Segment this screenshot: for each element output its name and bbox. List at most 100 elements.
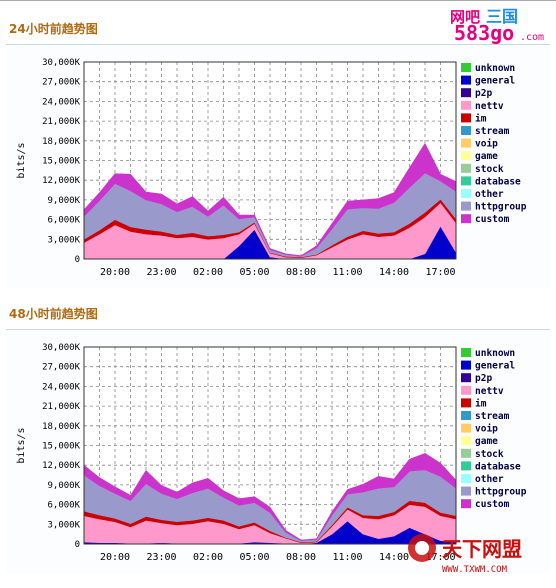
legend-label-custom: custom — [475, 499, 510, 510]
plot-border — [83, 346, 457, 545]
legend-swatch — [461, 423, 471, 433]
y-tick-label: 12,000K — [42, 461, 81, 471]
legend-label-nettv: nettv — [475, 386, 504, 397]
y-tick-label: 24,000K — [42, 97, 81, 107]
footer-logo-emblem-center — [415, 541, 429, 555]
legend-label-game: game — [475, 436, 498, 447]
legend-swatch — [461, 138, 471, 148]
y-tick-label: 3,000K — [47, 520, 80, 530]
legend-label-general: general — [475, 361, 515, 372]
legend-label-stock: stock — [475, 449, 504, 460]
x-tick-label: 23:00 — [146, 552, 176, 563]
chart2-panel: 0 3,000K 6,000K 9,000K 12,000K 15,000K 18,000K… — [6, 329, 550, 573]
x-tick-label: 05:00 — [239, 552, 269, 563]
legend-label-p2p: p2p — [475, 373, 492, 384]
legend-swatch — [461, 474, 471, 483]
y-tick-label: 0 — [75, 255, 80, 265]
legend-swatch — [461, 411, 471, 420]
y-tick-label: 15,000K — [42, 442, 81, 452]
legend-label-unknown: unknown — [475, 63, 515, 74]
chart1-panel: 0 3,000K 6,000K 9,000K 12,000K 15,000K 18,000K… — [6, 44, 550, 288]
y-tick-label: 15,000K — [42, 157, 81, 167]
legend-swatch — [461, 100, 471, 110]
legend-label-im: im — [475, 398, 487, 409]
y-tick-label: 3,000K — [47, 235, 80, 245]
legend-label-voip: voip — [475, 139, 498, 150]
legend-swatch — [461, 360, 471, 370]
y-tick-label: 18,000K — [42, 137, 81, 147]
legend-label-general: general — [475, 76, 515, 87]
x-tick-label: 20:00 — [100, 552, 130, 563]
y-tick-label: 9,000K — [47, 196, 80, 206]
legend-label-httpgroup: httpgroup — [475, 487, 527, 498]
top-rule — [0, 0, 556, 1]
x-tick-label: 23:00 — [146, 267, 176, 278]
legend-swatch — [461, 373, 471, 383]
footer-url: WWW.TXWM.COM — [442, 565, 508, 575]
legend-swatch — [461, 499, 471, 509]
x-tick-label: 08:00 — [286, 267, 316, 278]
x-tick-label: 05:00 — [239, 267, 269, 278]
x-tick-label: 14:00 — [379, 267, 409, 278]
y-tick-label: 30,000K — [42, 343, 81, 353]
legend-swatch — [461, 126, 471, 135]
plot-border — [83, 61, 457, 260]
legend-swatch — [461, 189, 471, 198]
y-axis-label: bits/s — [16, 142, 27, 178]
y-tick-label: 0 — [75, 540, 80, 550]
x-tick-label: 20:00 — [100, 267, 130, 278]
y-tick-label: 6,000K — [47, 501, 80, 511]
legend-label-nettv: nettv — [475, 101, 504, 112]
x-tick-label: 17:00 — [425, 267, 455, 278]
logo-line1: 网吧 — [450, 8, 480, 26]
legend-label-stock: stock — [475, 164, 504, 175]
legend-swatch — [461, 88, 471, 98]
legend-swatch — [461, 436, 471, 446]
footer-logo: 天下网盟 WWW.TXWM.COM — [398, 526, 556, 584]
x-tick-label: 11:00 — [332, 552, 362, 563]
legend-label-unknown: unknown — [475, 348, 515, 359]
legend-swatch — [461, 461, 471, 471]
chart2-svg: 0 3,000K 6,000K 9,000K 12,000K 15,000K 18,000K… — [16, 343, 527, 563]
legend-label-stream: stream — [475, 126, 510, 137]
legend-swatch — [461, 163, 471, 173]
chart1-svg: 0 3,000K 6,000K 9,000K 12,000K 15,000K 18,000K… — [16, 58, 527, 278]
legend-label-stream: stream — [475, 411, 510, 422]
chart1-title: 24小时前趋势图 — [9, 22, 98, 36]
legend-label-game: game — [475, 151, 498, 162]
legend-swatch — [461, 151, 471, 161]
legend-label-database: database — [475, 461, 521, 472]
site-logo: 网吧 三国 583go .com — [448, 4, 552, 45]
y-tick-label: 27,000K — [42, 363, 81, 373]
x-tick-label: 14:00 — [379, 552, 409, 563]
legend-swatch — [461, 63, 471, 72]
legend-swatch — [461, 214, 471, 224]
legend-label-database: database — [475, 176, 521, 187]
logo-line2: 583go — [454, 21, 514, 44]
x-tick-label: 11:00 — [332, 267, 362, 278]
y-tick-label: 30,000K — [42, 58, 81, 68]
legend-label-other: other — [475, 474, 504, 485]
legend-swatch — [461, 348, 471, 357]
y-tick-label: 21,000K — [42, 117, 81, 127]
legend-swatch — [461, 113, 471, 123]
footer-brand: 天下网盟 — [442, 537, 522, 561]
y-tick-label: 18,000K — [42, 422, 81, 432]
logo-mark: 三国 — [486, 7, 518, 26]
chart2-title: 48小时前趋势图 — [9, 307, 98, 321]
legend-swatch — [461, 398, 471, 408]
legend-swatch — [461, 176, 471, 186]
x-tick-label: 08:00 — [286, 552, 316, 563]
legend-label-im: im — [475, 113, 487, 124]
y-tick-label: 6,000K — [47, 216, 80, 226]
y-axis-label: bits/s — [16, 427, 27, 463]
y-tick-label: 12,000K — [42, 176, 81, 186]
legend-swatch — [461, 201, 471, 211]
x-tick-label: 02:00 — [193, 552, 223, 563]
y-tick-label: 24,000K — [42, 382, 81, 392]
x-tick-label: 17:00 — [425, 552, 455, 563]
legend-swatch — [461, 385, 471, 395]
legend-label-custom: custom — [475, 214, 510, 225]
y-tick-label: 21,000K — [42, 402, 81, 412]
legend-label-voip: voip — [475, 424, 498, 435]
